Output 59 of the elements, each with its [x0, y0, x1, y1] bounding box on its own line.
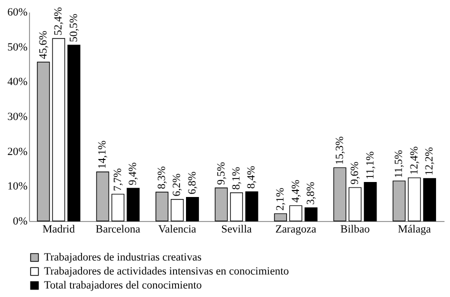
- x-tick-label: Bilbao: [340, 224, 370, 236]
- bar: [186, 196, 199, 222]
- x-tick-label: Málaga: [398, 224, 431, 236]
- bar: [348, 187, 362, 222]
- data-label: 9,6%: [349, 162, 362, 185]
- data-label: 14,1%: [96, 140, 109, 169]
- y-tick-label: 0%: [12, 216, 28, 228]
- bar: [289, 205, 302, 222]
- data-label: 15,3%: [334, 136, 346, 165]
- bar: [52, 38, 66, 222]
- data-label: 52,4%: [52, 7, 65, 36]
- bar: [423, 178, 436, 222]
- y-tick-label: 50%: [7, 41, 28, 54]
- data-label: 6,2%: [171, 173, 184, 196]
- bar: [156, 192, 168, 222]
- data-label: 9,5%: [215, 162, 228, 185]
- bar: [170, 199, 184, 222]
- bar: [304, 207, 318, 222]
- bar: [126, 188, 140, 222]
- bar: [67, 44, 80, 222]
- x-tick-label: Zaragoza: [275, 224, 316, 236]
- bar: [408, 177, 421, 222]
- data-label: 11,1%: [364, 151, 376, 180]
- data-label: 6,8%: [186, 171, 198, 194]
- y-tick-label: 30%: [7, 111, 28, 123]
- data-label: 3,8%: [305, 182, 318, 205]
- bar: [333, 167, 346, 222]
- data-label: 2,1%: [274, 188, 287, 211]
- bar: [274, 213, 287, 222]
- x-tick-label: Valencia: [158, 224, 196, 236]
- bar: [36, 62, 50, 222]
- bar: [96, 172, 110, 222]
- data-label: 45,6%: [37, 30, 50, 60]
- x-tick-label: Sevilla: [221, 224, 252, 236]
- y-tick-label: 60%: [7, 6, 28, 18]
- bar: [392, 180, 406, 222]
- data-label: 50,5%: [68, 14, 80, 42]
- y-tick-label: 20%: [7, 146, 28, 158]
- data-label: 8,3%: [156, 166, 168, 190]
- data-label: 8,4%: [246, 166, 258, 189]
- legend-label: Total trabajadores del conocimiento: [44, 280, 202, 292]
- x-tick-label: Madrid: [42, 224, 76, 236]
- bar: [364, 182, 377, 222]
- data-label: 7,7%: [112, 168, 124, 192]
- y-tick-label: 10%: [7, 180, 28, 193]
- y-tick-label: 40%: [7, 76, 28, 88]
- data-label: 4,4%: [290, 180, 302, 203]
- x-tick-label: Barcelona: [96, 224, 140, 236]
- data-label: 11,5%: [393, 150, 406, 178]
- data-label: 8,1%: [230, 166, 242, 190]
- bar: [230, 192, 243, 222]
- legend-label: Trabajadores de industrias creativas: [44, 252, 202, 264]
- bar: [214, 188, 228, 222]
- legend-label: Trabajadores de actividades intensivas en conocimiento: [44, 266, 290, 278]
- bar: [111, 194, 124, 222]
- data-label: 12,4%: [408, 146, 420, 175]
- bar: [245, 191, 258, 222]
- data-label: 9,4%: [127, 162, 140, 186]
- data-label: 12,2%: [424, 147, 436, 176]
